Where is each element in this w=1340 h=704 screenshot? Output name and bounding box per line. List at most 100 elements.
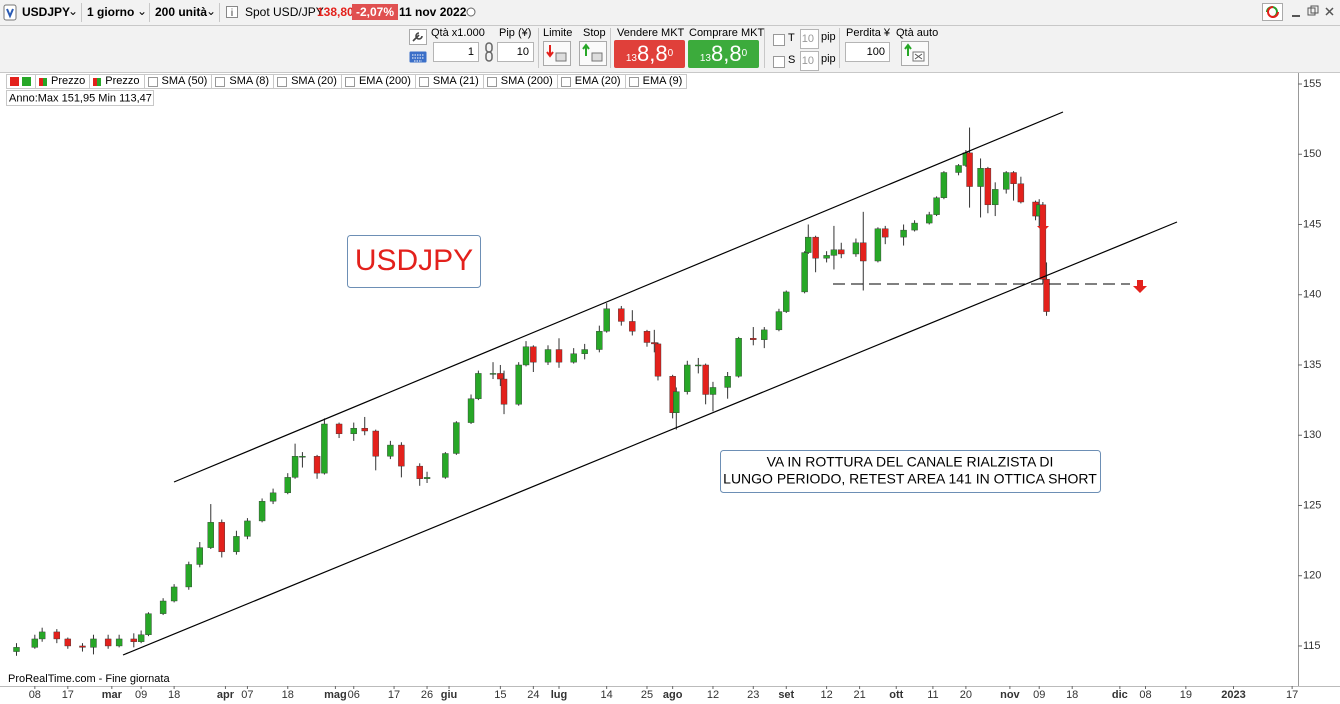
dropdown-arrow[interactable]: ⌄ bbox=[137, 4, 148, 18]
indicator-checkbox[interactable] bbox=[215, 76, 226, 87]
app-icon bbox=[3, 4, 17, 21]
candle-body bbox=[372, 430, 379, 457]
candle-body bbox=[497, 373, 504, 380]
candle-body bbox=[284, 477, 291, 494]
indicator-checkbox[interactable] bbox=[344, 76, 355, 87]
x-tick-label: 17 bbox=[62, 689, 74, 701]
candle-body bbox=[416, 465, 423, 479]
candle-body bbox=[695, 364, 702, 367]
candle-body bbox=[900, 229, 907, 238]
loss-input[interactable]: 100 bbox=[845, 42, 890, 62]
candle-body bbox=[218, 522, 225, 553]
qty-input[interactable]: 1 bbox=[433, 42, 479, 62]
candle-body bbox=[581, 349, 588, 354]
separator bbox=[610, 28, 611, 68]
x-tick-label: 09 bbox=[135, 689, 147, 701]
candle-body bbox=[291, 456, 299, 478]
indicator-checkbox[interactable] bbox=[147, 76, 158, 87]
chart-title: USDJPY bbox=[355, 244, 473, 277]
s-checkbox[interactable] bbox=[773, 56, 785, 68]
indicator-checkbox[interactable] bbox=[39, 77, 47, 86]
keyboard-icon[interactable] bbox=[409, 50, 427, 64]
candle-body bbox=[544, 349, 552, 363]
indicator-checkbox[interactable] bbox=[628, 76, 639, 87]
indicator-checkbox[interactable] bbox=[418, 76, 429, 87]
candle-body bbox=[805, 236, 812, 253]
candle-body bbox=[244, 520, 251, 537]
period[interactable]: 1 giorno bbox=[87, 5, 135, 19]
candle-body bbox=[750, 338, 757, 340]
qty-label: Qtà x1.000 bbox=[431, 27, 485, 39]
indicator-label: Prezzo bbox=[105, 75, 140, 87]
candles bbox=[13, 127, 1050, 656]
candle-body bbox=[130, 638, 137, 642]
window-controls[interactable] bbox=[1262, 3, 1338, 22]
annotation-box[interactable] bbox=[720, 450, 1101, 493]
x-tick-label: 15 bbox=[494, 689, 506, 701]
upper-channel-line[interactable] bbox=[173, 111, 1064, 483]
indicator[interactable]: SMA (21) bbox=[414, 74, 484, 89]
dropdown-arrow[interactable]: ⌄ bbox=[68, 4, 79, 18]
indicator[interactable]: SMA (200) bbox=[482, 74, 558, 89]
indicator-checkbox[interactable] bbox=[486, 76, 497, 87]
candle-body bbox=[350, 427, 357, 435]
candle-body bbox=[651, 342, 658, 345]
y-tick-label: 145 bbox=[1303, 218, 1321, 230]
indicator[interactable]: Prezzo bbox=[89, 74, 145, 89]
title-box[interactable] bbox=[347, 235, 481, 288]
candle-body bbox=[1039, 204, 1047, 280]
candle-body bbox=[398, 444, 405, 467]
sell-button[interactable]: 138,80 bbox=[614, 40, 685, 68]
x-tick-label: set bbox=[778, 689, 794, 701]
candle-body bbox=[137, 634, 145, 642]
candle-body bbox=[207, 522, 214, 548]
svg-text:i: i bbox=[231, 8, 233, 18]
indicator-label: SMA (8) bbox=[229, 75, 270, 87]
x-tick-label: ago bbox=[663, 689, 683, 701]
units[interactable]: 200 unità bbox=[155, 5, 208, 19]
indicator-checkbox[interactable] bbox=[560, 76, 571, 87]
candle-body bbox=[830, 249, 838, 256]
auto-qty-button[interactable] bbox=[901, 41, 929, 66]
indicator[interactable]: EMA (200) bbox=[340, 74, 416, 89]
candle-body bbox=[761, 329, 768, 340]
candle-body bbox=[1017, 183, 1025, 203]
x-tick-label: apr bbox=[217, 689, 235, 701]
candle-body bbox=[940, 172, 948, 198]
link-icon[interactable] bbox=[484, 42, 494, 62]
indicator[interactable]: SMA (20) bbox=[273, 74, 342, 89]
candle-body bbox=[629, 321, 636, 332]
indicator-label: SMA (50) bbox=[161, 75, 208, 87]
indicator[interactable]: EMA (9) bbox=[624, 74, 688, 89]
candle-body bbox=[79, 645, 86, 648]
instrument[interactable]: USDJPY bbox=[22, 5, 71, 19]
x-tick-label: 17 bbox=[388, 689, 400, 701]
x-tick-label: 25 bbox=[641, 689, 653, 701]
candle-body bbox=[64, 638, 72, 647]
indicator-checkbox[interactable] bbox=[93, 77, 102, 86]
candle-body bbox=[1010, 172, 1017, 184]
s-input[interactable]: 10 bbox=[800, 51, 819, 71]
candle-body bbox=[933, 197, 940, 215]
info-icon[interactable]: i bbox=[226, 6, 238, 18]
t-checkbox[interactable] bbox=[773, 34, 785, 46]
indicator-label: SMA (20) bbox=[291, 75, 337, 87]
indicator[interactable]: EMA (20) bbox=[556, 74, 626, 89]
indicator-checkbox[interactable] bbox=[277, 76, 288, 87]
indicator[interactable]: SMA (50) bbox=[143, 74, 213, 89]
t-input[interactable]: 10 bbox=[800, 29, 819, 49]
candle-body bbox=[453, 422, 460, 454]
candle-body bbox=[1043, 279, 1050, 312]
candle-body bbox=[724, 376, 731, 388]
buy-button[interactable]: 138,80 bbox=[688, 40, 759, 68]
limit-button[interactable] bbox=[543, 41, 571, 66]
top-bar: USDJPY ⌄ 1 giorno ⌄ 200 unità ⌄ i Spot U… bbox=[0, 0, 1340, 26]
sell-label: Vendere MKT bbox=[617, 27, 685, 39]
lower-channel-line[interactable] bbox=[122, 221, 1178, 656]
pip-input[interactable]: 10 bbox=[497, 42, 534, 62]
info-box bbox=[6, 90, 154, 106]
wrench-icon[interactable] bbox=[409, 29, 427, 45]
indicator[interactable]: Prezzo bbox=[35, 74, 91, 89]
stop-button[interactable] bbox=[579, 41, 607, 66]
dropdown-arrow[interactable]: ⌄ bbox=[206, 4, 217, 18]
